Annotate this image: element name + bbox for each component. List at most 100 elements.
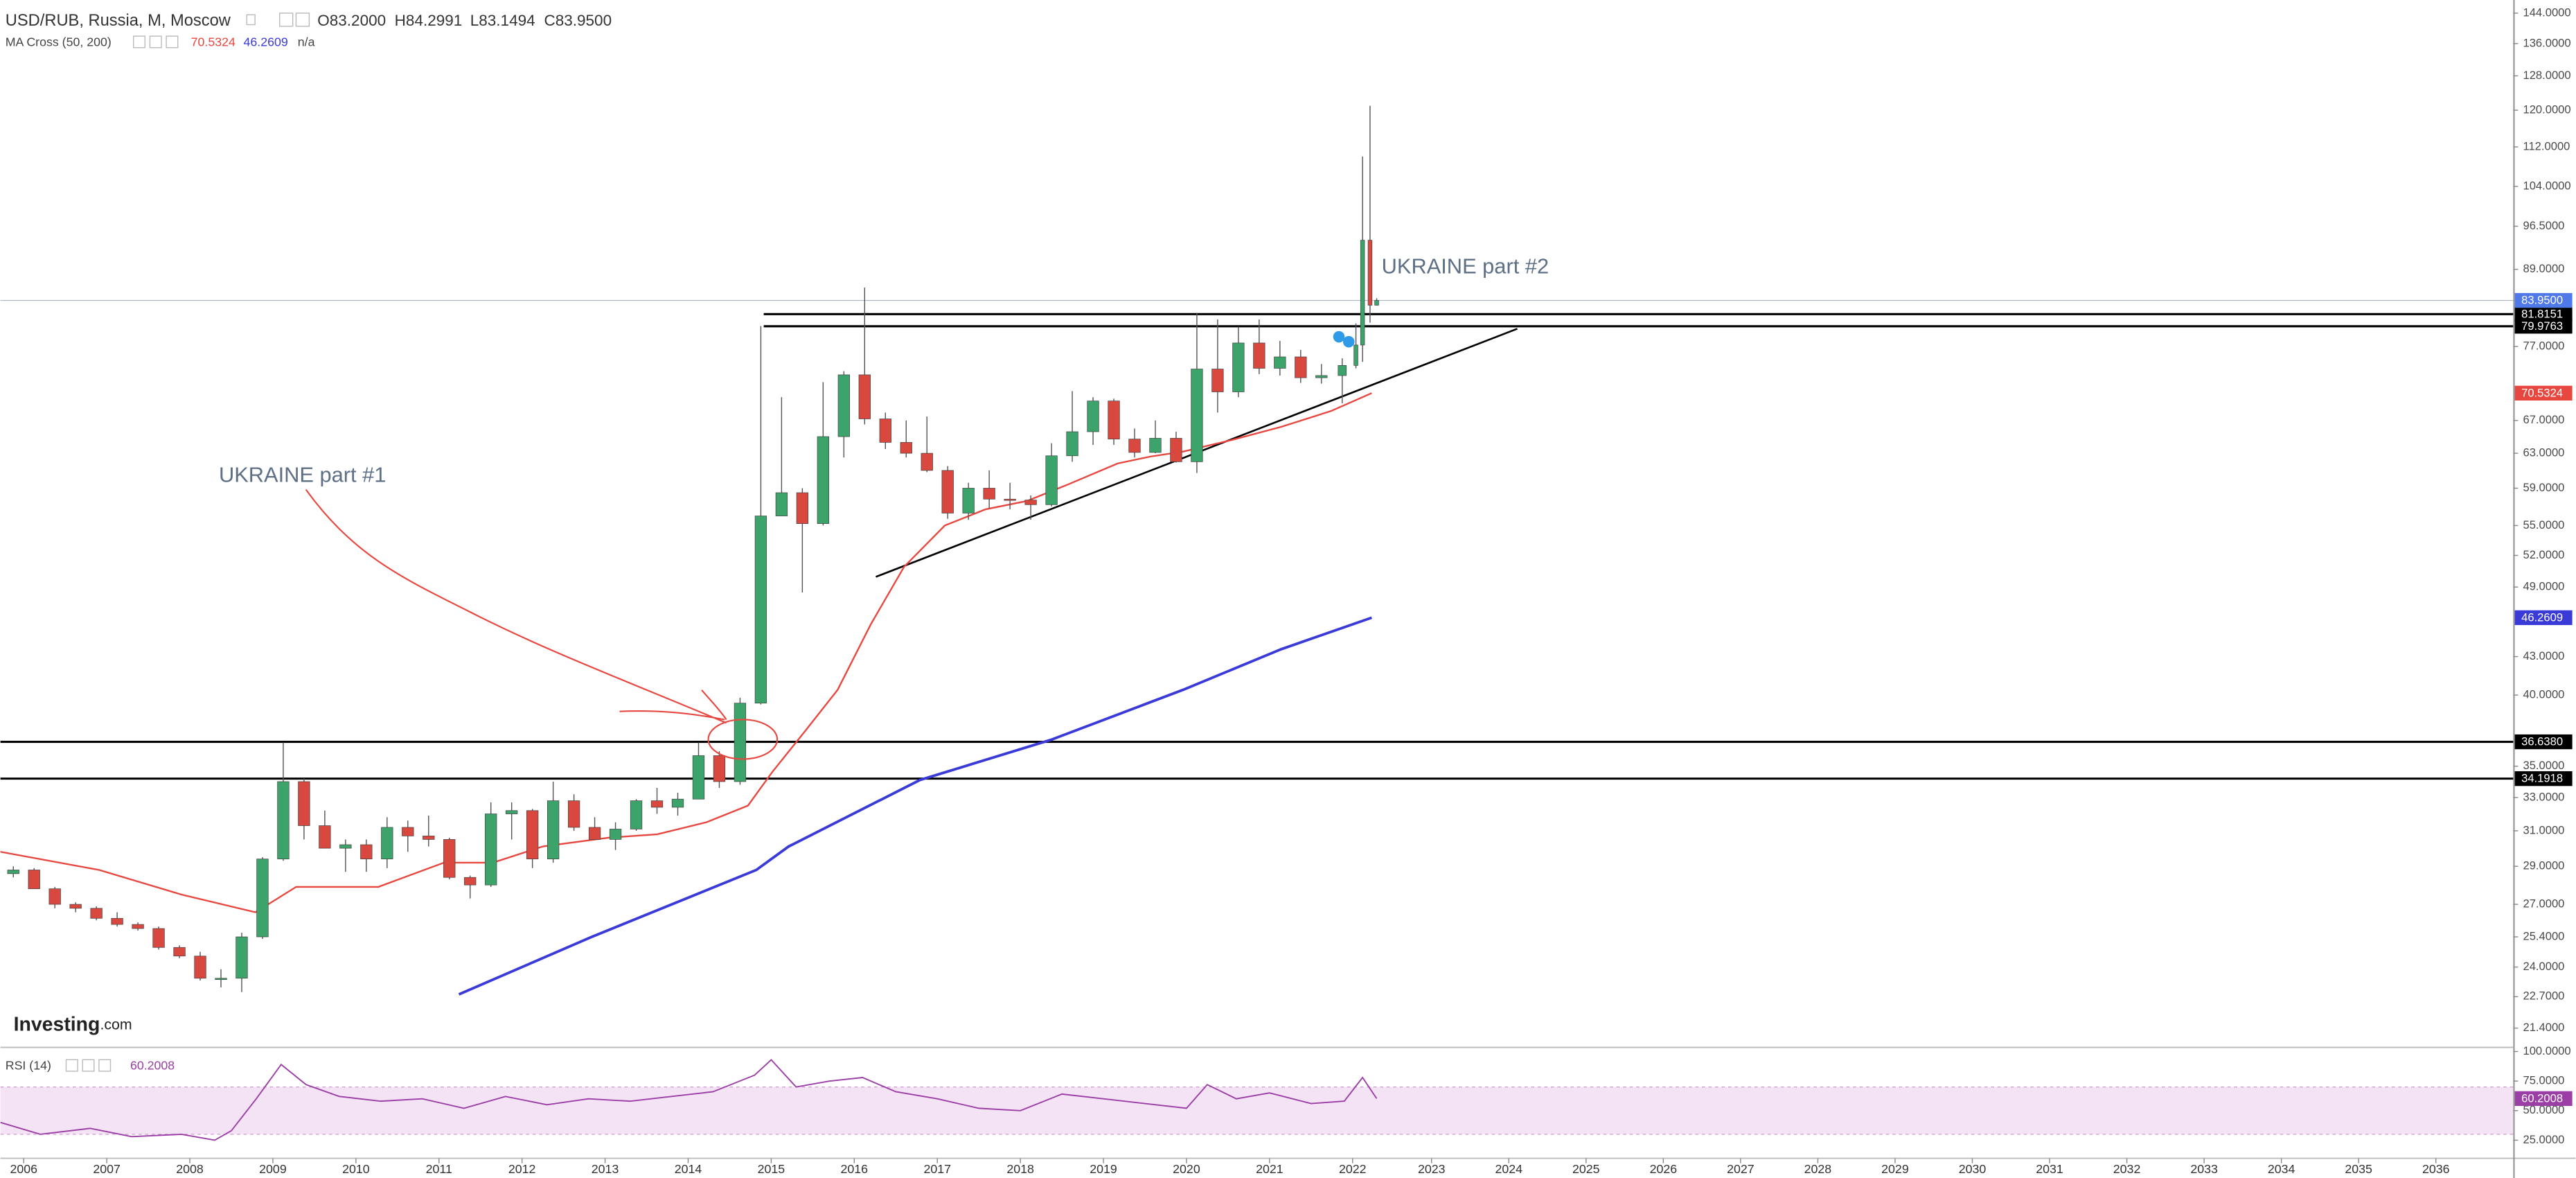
x-tick-label: 2008 bbox=[176, 1162, 204, 1176]
y-tick-label: 144.0000 bbox=[2523, 6, 2570, 19]
logo: Investing.com bbox=[14, 1013, 132, 1035]
candle-body bbox=[48, 888, 61, 905]
candle-body bbox=[588, 827, 601, 840]
x-tick-label: 2023 bbox=[1418, 1162, 1446, 1176]
rsi-layer bbox=[0, 1059, 2514, 1141]
x-tick-label: 2021 bbox=[1256, 1162, 1283, 1176]
candle-body bbox=[1295, 356, 1307, 378]
x-tick-label: 2014 bbox=[675, 1162, 702, 1176]
rsi-line bbox=[0, 1059, 1378, 1141]
candle-body bbox=[443, 839, 456, 878]
candle-body bbox=[692, 755, 705, 800]
candle-body bbox=[900, 442, 912, 454]
candle-body bbox=[650, 800, 664, 808]
candle-body bbox=[609, 829, 622, 840]
candle-body bbox=[69, 904, 82, 909]
x-tick-label: 2030 bbox=[1959, 1162, 1987, 1176]
x-tick-label: 2006 bbox=[10, 1162, 37, 1176]
candle-body bbox=[567, 800, 580, 828]
last-price-label-box bbox=[2514, 292, 2573, 308]
ma200-legend: 46.2609 bbox=[244, 35, 288, 49]
x-tick-label: 2011 bbox=[426, 1162, 452, 1176]
y-tick-label: 136.0000 bbox=[2523, 36, 2570, 49]
x-tick-label: 2036 bbox=[2422, 1162, 2450, 1176]
candle-body bbox=[423, 836, 435, 840]
y-tick-label: 21.4000 bbox=[2523, 1021, 2564, 1034]
rsi-band bbox=[0, 1087, 2514, 1134]
drawn-ellipse bbox=[707, 719, 779, 760]
y-tick-label: 104.0000 bbox=[2523, 179, 2570, 192]
level-label-box bbox=[2514, 734, 2573, 750]
chart-title: USD/RUB, Russia, M, Moscow bbox=[6, 12, 231, 30]
y-tick-label: 96.5000 bbox=[2523, 219, 2564, 232]
candle-body bbox=[1128, 439, 1141, 453]
level-label-box bbox=[2514, 306, 2573, 322]
candle-body bbox=[837, 374, 850, 437]
candle-body bbox=[152, 928, 165, 948]
logo-suffix: .com bbox=[100, 1016, 132, 1032]
candle-body bbox=[1149, 438, 1162, 453]
drawing-icons bbox=[1333, 331, 1355, 348]
x-tick-label: 2013 bbox=[592, 1162, 619, 1176]
candle-body bbox=[858, 374, 871, 419]
candle-body bbox=[485, 814, 497, 886]
candle-body bbox=[381, 827, 393, 859]
candle-body bbox=[817, 436, 829, 525]
y-tick-label: 40.0000 bbox=[2523, 687, 2564, 701]
y-tick-label: 112.0000 bbox=[2523, 139, 2570, 152]
candle-body bbox=[1066, 431, 1078, 457]
level-label: 79.9763 bbox=[2521, 319, 2563, 333]
candle-body bbox=[671, 798, 684, 808]
candle-body bbox=[526, 810, 539, 859]
candle-body bbox=[132, 924, 144, 929]
candle-body bbox=[1315, 375, 1328, 378]
ohlc-high: H84.2991 bbox=[395, 12, 463, 29]
x-tick-label: 2007 bbox=[93, 1162, 121, 1176]
level-label: 34.1918 bbox=[2521, 772, 2563, 785]
y-tick-label: 59.0000 bbox=[2523, 481, 2564, 494]
candle-body bbox=[7, 870, 19, 874]
candle-body bbox=[1087, 401, 1099, 432]
x-tick-label: 2020 bbox=[1173, 1162, 1200, 1176]
ma-label: 70.5324 bbox=[2521, 386, 2563, 399]
indicator-icons bbox=[132, 35, 179, 49]
y-tick-label: 52.0000 bbox=[2523, 548, 2564, 561]
x-tick-label: 2018 bbox=[1006, 1162, 1034, 1176]
y-tick-label: 35.0000 bbox=[2523, 759, 2564, 772]
level-label-box bbox=[2514, 319, 2573, 334]
y-tick-label: 27.0000 bbox=[2523, 897, 2564, 910]
candle-body bbox=[28, 870, 40, 889]
y-tick-label: 55.0000 bbox=[2523, 518, 2564, 531]
candle-body bbox=[464, 877, 477, 886]
x-tick-label: 2022 bbox=[1339, 1162, 1367, 1176]
level-label: 81.8151 bbox=[2521, 307, 2563, 320]
candle-body bbox=[506, 810, 518, 814]
candle-body bbox=[1211, 369, 1224, 392]
candle-body bbox=[1338, 364, 1347, 376]
rsi-icons bbox=[65, 1059, 112, 1072]
candle-body bbox=[630, 800, 643, 829]
y-tick-label: 31.0000 bbox=[2523, 823, 2564, 836]
x-tick-label: 2015 bbox=[758, 1162, 785, 1176]
x-tick-label: 2032 bbox=[2113, 1162, 2141, 1176]
candle-body bbox=[111, 917, 123, 925]
y-tick-label: 63.0000 bbox=[2523, 446, 2564, 459]
candle-body bbox=[1108, 401, 1120, 439]
na-legend: n/a bbox=[298, 35, 315, 49]
ma50-line bbox=[0, 392, 1372, 913]
candle-body bbox=[360, 844, 373, 859]
y-tick-label: 128.0000 bbox=[2523, 69, 2570, 82]
candle-body bbox=[921, 452, 933, 471]
rsi-name: RSI (14) bbox=[6, 1058, 51, 1072]
ma50-legend: 70.5324 bbox=[191, 35, 236, 49]
ma-label-box bbox=[2514, 610, 2573, 626]
candle-body bbox=[298, 781, 310, 826]
x-tick-label: 2016 bbox=[841, 1162, 869, 1176]
candle-body bbox=[1191, 369, 1203, 462]
y-tick-label: 33.0000 bbox=[2523, 790, 2564, 803]
y-tick-label: 25.4000 bbox=[2523, 929, 2564, 942]
candle-body bbox=[754, 516, 767, 704]
x-tick-label: 2026 bbox=[1650, 1162, 1678, 1176]
annotation: UKRAINE part #2 bbox=[1382, 254, 1549, 279]
y-tick-label: 24.0000 bbox=[2523, 960, 2564, 973]
